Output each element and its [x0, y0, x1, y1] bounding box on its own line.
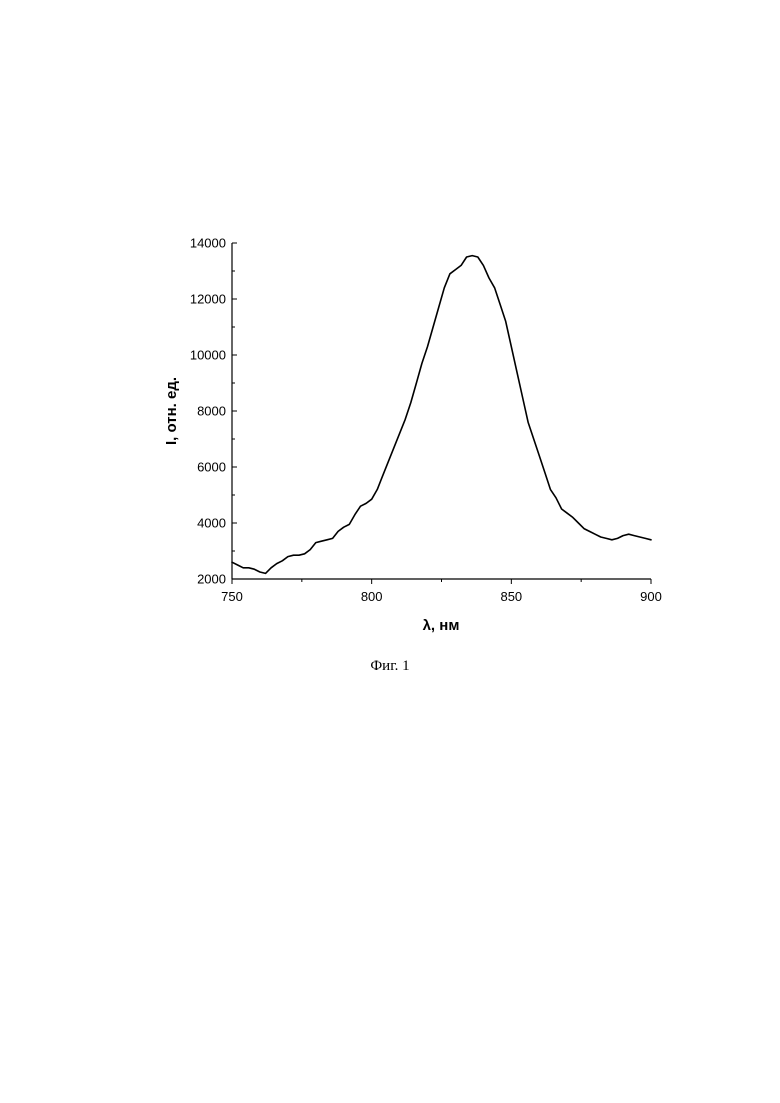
y-axis-title: I, отн. ед.	[163, 377, 180, 445]
y-tick-label: 12000	[190, 292, 226, 307]
figure-caption: Фиг. 1	[0, 658, 780, 675]
x-tick-label: 850	[500, 589, 522, 604]
x-axis-ticks: 750 800 850 900	[221, 579, 662, 604]
x-tick-label: 750	[221, 589, 243, 604]
series-group	[232, 256, 651, 574]
axes	[232, 243, 651, 579]
spectrum-line	[232, 256, 651, 574]
y-tick-label: 4000	[197, 516, 226, 531]
y-axis-ticks: 2000 4000 6000 8000 10000 12000 14000	[190, 236, 237, 587]
y-tick-label: 8000	[197, 404, 226, 419]
y-tick-label: 14000	[190, 236, 226, 251]
y-tick-label: 10000	[190, 348, 226, 363]
x-tick-label: 800	[361, 589, 383, 604]
y-tick-label: 6000	[197, 460, 226, 475]
y-tick-label: 2000	[197, 572, 226, 587]
x-axis-title: λ, нм	[423, 617, 460, 634]
x-tick-label: 900	[640, 589, 662, 604]
